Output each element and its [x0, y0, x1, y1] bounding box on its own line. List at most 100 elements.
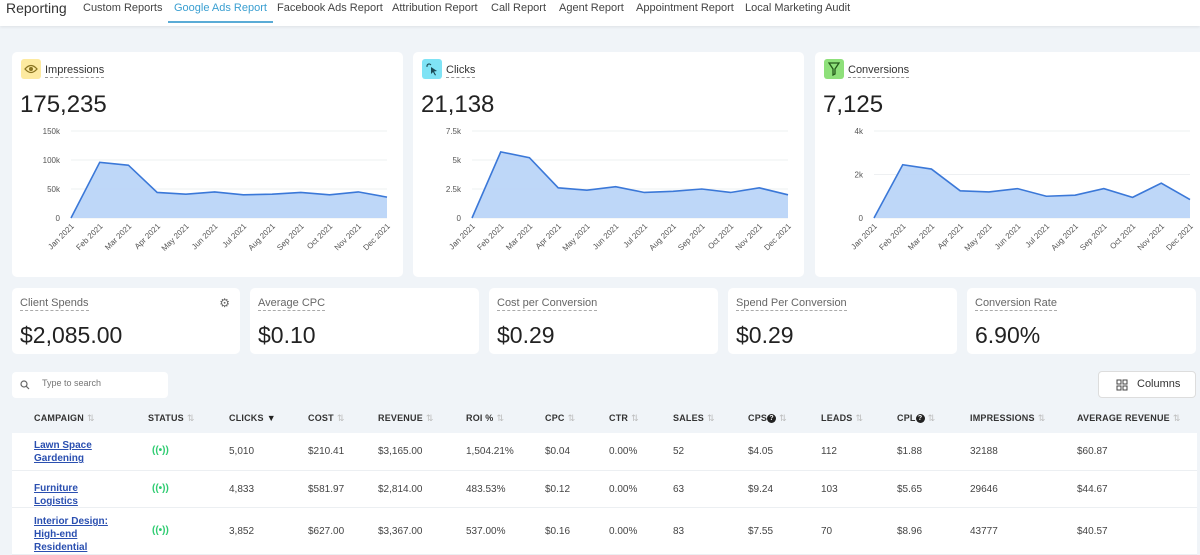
campaign-link[interactable]: Interior Design: High-end Residential — [34, 516, 108, 553]
x-tick-label: Sep 2021 — [676, 221, 707, 252]
x-tick-label: Jan 2021 — [447, 221, 477, 251]
tab-facebook-ads-report[interactable]: Facebook Ads Report — [277, 2, 383, 14]
column-header-label: COST — [308, 413, 334, 423]
table-row: Interior Design: High-end Residential ((•… — [12, 508, 1197, 555]
metric-client-spends: Client Spends ⚙ $2,085.00 — [12, 288, 240, 354]
x-tick-label: Feb 2021 — [74, 221, 105, 252]
metric-title: Spend Per Conversion — [736, 297, 847, 311]
column-header-cpc[interactable]: CPC ⇅ — [545, 413, 575, 424]
x-tick-label: Mar 2021 — [504, 221, 535, 252]
cursor-click-icon — [422, 59, 442, 79]
campaign-link[interactable]: Furniture Logistics — [34, 483, 78, 507]
sort-icon[interactable]: ⇅ — [1172, 413, 1181, 423]
impressions-title: Impressions — [45, 64, 105, 78]
help-icon[interactable]: ? — [915, 414, 925, 423]
x-tick-label: Nov 2021 — [333, 221, 364, 252]
cell-roi: 537.00% — [466, 525, 506, 537]
x-tick-label: May 2021 — [160, 221, 192, 253]
tab-custom-reports[interactable]: Custom Reports — [83, 2, 163, 14]
cell-revenue: $3,367.00 — [378, 525, 423, 537]
cell-cpc: $0.04 — [545, 446, 571, 457]
column-header-leads[interactable]: LEADS ⇅ — [821, 413, 863, 424]
x-tick-label: Jun 2021 — [190, 221, 220, 251]
sort-icon[interactable]: ⇅ — [855, 413, 864, 423]
search-input[interactable] — [42, 378, 162, 388]
column-header-cost[interactable]: COST ⇅ — [308, 413, 345, 424]
cell-cpl: $8.96 — [897, 525, 923, 537]
column-header-average-revenue[interactable]: AVERAGE REVENUE ⇅ — [1077, 413, 1181, 424]
y-tick-label: 0 — [457, 214, 462, 223]
series-line — [70, 161, 388, 219]
search-icon — [20, 380, 30, 390]
sort-icon[interactable]: ⇅ — [567, 413, 576, 423]
sort-icon[interactable]: ⇅ — [707, 413, 715, 423]
sort-icon[interactable]: ⇅ — [425, 413, 434, 423]
column-header-status[interactable]: STATUS ⇅ — [148, 413, 195, 424]
tab-local-marketing-audit[interactable]: Local Marketing Audit — [745, 2, 851, 14]
brand-title: Reporting — [6, 0, 67, 16]
sort-icon[interactable]: ⇅ — [336, 413, 345, 423]
campaign-link[interactable]: Lawn Space Gardening — [34, 440, 92, 464]
conversions-title: Conversions — [848, 64, 910, 78]
sort-icon[interactable]: ⇅ — [186, 413, 195, 423]
cell-cpc: $0.12 — [545, 483, 571, 495]
column-header-label: STATUS — [148, 413, 184, 423]
metric-title: Conversion Rate — [975, 297, 1057, 311]
cell-cpl: $5.65 — [897, 483, 923, 495]
tab-agent-report[interactable]: Agent Report — [559, 2, 624, 14]
y-tick-label: 0 — [56, 214, 61, 223]
column-header-roi[interactable]: ROI % ⇅ — [466, 413, 504, 424]
column-header-revenue[interactable]: REVENUE ⇅ — [378, 413, 434, 424]
sort-icon[interactable]: ⇅ — [631, 413, 639, 423]
help-icon[interactable]: ? — [767, 414, 777, 423]
cell-impressions: 29646 — [970, 483, 998, 495]
column-header-cps[interactable]: CPS? ⇅ — [748, 413, 787, 424]
series-line — [873, 163, 1191, 219]
tab-appointment-report[interactable]: Appointment Report — [636, 2, 734, 14]
series-line — [471, 150, 789, 219]
y-tick-label: 150k — [43, 127, 61, 136]
impressions-card: Impressions 175,235 0 50k 100k 150k Jan 2021… — [12, 52, 403, 277]
funnel-icon — [824, 59, 844, 79]
cell-leads: 103 — [821, 483, 838, 495]
tab-call-report[interactable]: Call Report — [491, 2, 547, 14]
columns-button[interactable]: Columns — [1098, 371, 1196, 398]
x-tick-label: Apr 2021 — [936, 221, 966, 251]
y-tick-label: 5k — [453, 156, 462, 165]
sort-icon[interactable]: ⇅ — [1037, 413, 1046, 423]
metric-spend-per-conversion: Spend Per Conversion $0.29 — [728, 288, 957, 354]
x-tick-label: Sep 2021 — [1078, 221, 1109, 252]
sort-icon[interactable]: ⇅ — [779, 413, 787, 423]
gear-icon[interactable]: ⚙ — [219, 296, 230, 310]
sort-icon[interactable]: ⇅ — [86, 413, 95, 423]
cell-cps: $7.55 — [748, 525, 774, 537]
impressions-value: 175,235 — [20, 91, 107, 118]
cell-impressions: 43777 — [970, 525, 998, 537]
column-header-clicks[interactable]: CLICKS ▼ — [229, 413, 276, 423]
y-tick-label: 7.5k — [446, 127, 462, 136]
search-box — [12, 372, 168, 398]
x-tick-label: Feb 2021 — [475, 221, 506, 252]
clicks-title: Clicks — [446, 64, 476, 78]
eye-icon — [21, 59, 41, 79]
x-tick-label: Dec 2021 — [361, 221, 392, 252]
column-header-label: AVERAGE REVENUE — [1077, 413, 1170, 423]
column-header-cpl[interactable]: CPL? ⇅ — [897, 413, 935, 424]
column-header-ctr[interactable]: CTR ⇅ — [609, 413, 639, 424]
cell-clicks: 5,010 — [229, 446, 255, 457]
x-tick-label: Mar 2021 — [906, 221, 937, 252]
column-header-campaign[interactable]: CAMPAIGN ⇅ — [34, 413, 95, 424]
cell-avg-revenue: $60.87 — [1077, 446, 1108, 457]
sort-desc-icon[interactable]: ▼ — [266, 413, 276, 423]
tab-attribution-report[interactable]: Attribution Report — [392, 2, 478, 14]
x-tick-label: Jan 2021 — [46, 221, 76, 251]
column-header-impressions[interactable]: IMPRESSIONS ⇅ — [970, 413, 1045, 424]
sort-icon[interactable]: ⇅ — [927, 413, 936, 423]
tab-google-ads-report[interactable]: Google Ads Report — [168, 2, 273, 23]
cell-cost: $581.97 — [308, 483, 345, 495]
x-tick-label: Apr 2021 — [534, 221, 564, 251]
clicks-card: Clicks 21,138 0 2.5k 5k 7.5k Jan 2021 Feb 202… — [413, 52, 804, 277]
column-header-sales[interactable]: SALES ⇅ — [673, 413, 715, 424]
sort-icon[interactable]: ⇅ — [496, 413, 505, 423]
